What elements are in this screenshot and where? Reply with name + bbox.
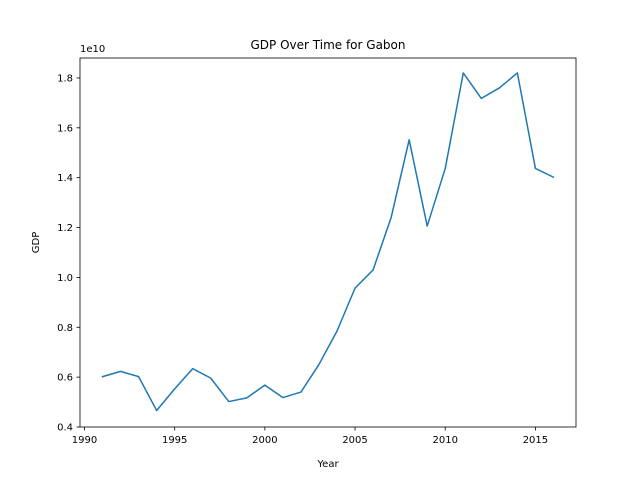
x-tick-label: 1995 [162, 435, 187, 446]
y-tick-label: 1.8 [57, 73, 73, 84]
x-tick-label: 2005 [342, 435, 367, 446]
y-axis-multiplier: 1e10 [80, 44, 105, 55]
y-tick-label: 1.6 [57, 123, 73, 134]
y-tick-label: 0.4 [57, 423, 73, 434]
x-tick-label: 2010 [433, 435, 458, 446]
chart-title: GDP Over Time for Gabon [251, 38, 406, 52]
x-tick-label: 2015 [523, 435, 548, 446]
x-tick-label: 2000 [252, 435, 277, 446]
x-tick-label: 1990 [72, 435, 97, 446]
y-axis-label: GDP [31, 232, 42, 253]
y-tick-label: 1.4 [57, 173, 73, 184]
x-axis-label: Year [316, 459, 339, 470]
y-tick-label: 0.8 [57, 323, 73, 334]
plot-area [101, 72, 555, 412]
x-axis: 1990 1995 2000 2005 2010 2015 [72, 427, 548, 446]
gdp-series-line [101, 72, 555, 412]
axes-frame [79, 57, 577, 428]
y-tick-label: 1.0 [57, 273, 73, 284]
y-tick-label: 1.2 [57, 223, 73, 234]
y-tick-label: 0.6 [57, 373, 73, 384]
y-axis: 0.4 0.6 0.8 1.0 1.2 1.4 1.6 1.8 [57, 73, 80, 434]
